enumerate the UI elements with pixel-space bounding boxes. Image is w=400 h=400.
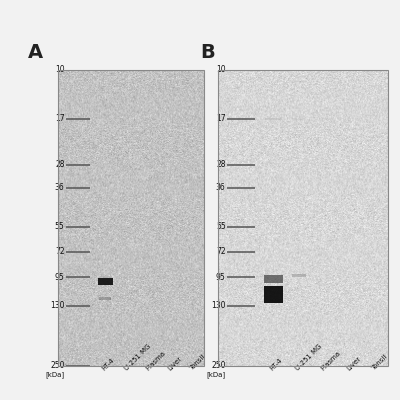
Text: Tonsil: Tonsil — [371, 354, 389, 372]
Text: 95: 95 — [216, 272, 226, 282]
Text: 55: 55 — [55, 222, 64, 231]
Text: 130: 130 — [211, 301, 226, 310]
Text: A: A — [28, 43, 43, 62]
Text: [kDa]: [kDa] — [46, 371, 64, 378]
Bar — [265, 118, 282, 120]
Bar — [292, 118, 305, 120]
Text: B: B — [200, 43, 215, 62]
Text: U-251 MG: U-251 MG — [123, 343, 152, 372]
Text: 28: 28 — [55, 160, 64, 169]
Text: Tonsil: Tonsil — [189, 354, 207, 372]
Bar — [99, 276, 112, 278]
Text: Plasma: Plasma — [145, 350, 167, 372]
Text: 95: 95 — [55, 272, 64, 282]
Bar — [264, 286, 283, 303]
Text: 28: 28 — [216, 160, 226, 169]
Text: 36: 36 — [55, 183, 64, 192]
Bar — [100, 297, 112, 300]
Text: 10: 10 — [216, 66, 226, 74]
Text: [kDa]: [kDa] — [206, 371, 226, 378]
Bar — [318, 118, 330, 120]
Text: 250: 250 — [50, 362, 64, 370]
Text: 250: 250 — [211, 362, 226, 370]
Text: 55: 55 — [216, 222, 226, 231]
Text: RT-4: RT-4 — [101, 357, 116, 372]
Text: 130: 130 — [50, 301, 64, 310]
Text: 17: 17 — [216, 114, 226, 123]
Text: 72: 72 — [55, 247, 64, 256]
Text: U-251 MG: U-251 MG — [294, 343, 323, 372]
Bar — [98, 278, 113, 285]
Text: Plasma: Plasma — [320, 350, 342, 372]
Text: 10: 10 — [55, 66, 64, 74]
Text: 17: 17 — [55, 114, 64, 123]
Text: Liver: Liver — [167, 356, 183, 372]
Text: 72: 72 — [216, 247, 226, 256]
Bar — [292, 274, 306, 276]
Bar — [264, 275, 283, 283]
Text: RT-4: RT-4 — [269, 357, 284, 372]
Text: Liver: Liver — [346, 356, 362, 372]
Text: 36: 36 — [216, 183, 226, 192]
